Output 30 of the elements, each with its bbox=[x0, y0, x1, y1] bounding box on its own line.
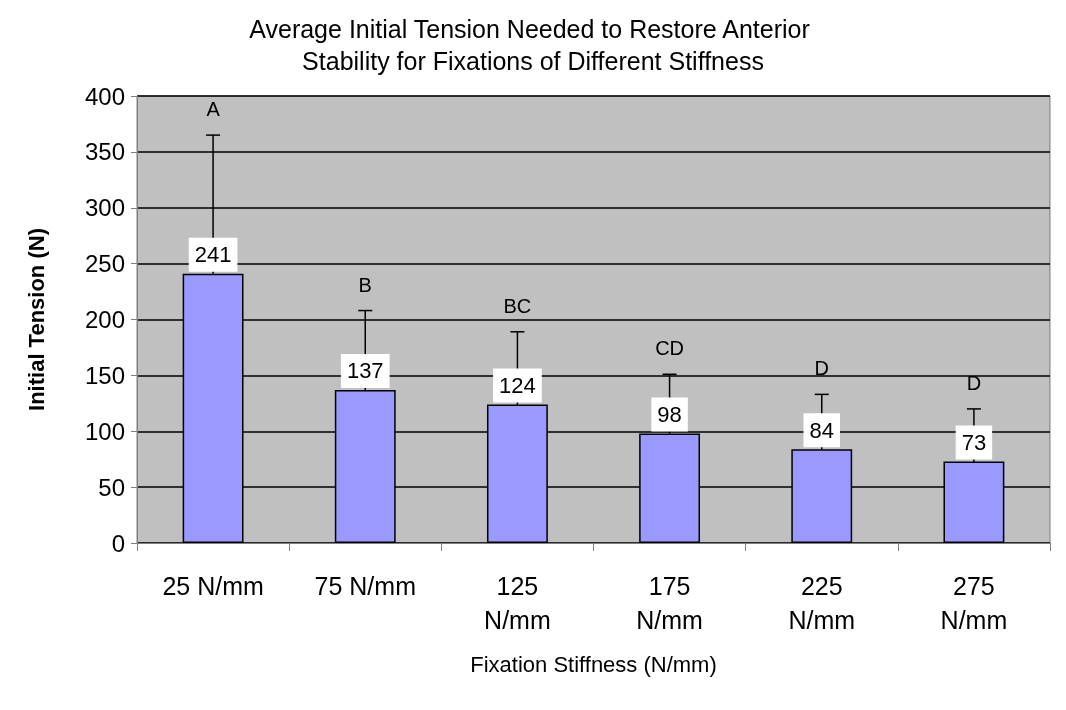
y-tick-label: 100 bbox=[84, 417, 125, 445]
annotation: D bbox=[966, 371, 982, 394]
y-tick-label: 250 bbox=[84, 250, 125, 278]
chart-title: Average Initial Tension Needed to Restore Anterior Stability for Fixations of Different Stiffness bbox=[249, 15, 817, 75]
y-tick-label: 400 bbox=[84, 82, 125, 110]
data-label: 137 bbox=[346, 358, 384, 384]
data-label: 98 bbox=[657, 401, 682, 427]
annotation: B bbox=[358, 273, 372, 296]
data-label: 73 bbox=[961, 429, 987, 455]
x-tick-label: 25 N/mm bbox=[162, 572, 264, 600]
y-tick-label: 0 bbox=[111, 529, 125, 557]
annotation: D bbox=[814, 357, 829, 380]
y-tick-label: 200 bbox=[84, 306, 125, 333]
x-tick-label: 175 N/mm bbox=[636, 572, 703, 634]
y-tick-label: 300 bbox=[84, 194, 125, 222]
data-label: 241 bbox=[194, 242, 232, 268]
annotation: BC bbox=[503, 294, 532, 317]
y-axis-title: Initial Tension (N) bbox=[23, 228, 49, 411]
annotation: A bbox=[206, 98, 221, 121]
x-tick-label: 75 N/mm bbox=[314, 572, 416, 600]
x-tick-label: 125 N/mm bbox=[484, 572, 551, 634]
y-tick-label: 50 bbox=[98, 473, 125, 501]
data-label: 84 bbox=[809, 417, 834, 443]
y-tick-label: 350 bbox=[84, 138, 125, 166]
x-axis-title: Fixation Stiffness (N/mm) bbox=[470, 651, 717, 677]
x-tick-label: 275 N/mm bbox=[940, 572, 1008, 634]
data-label: 124 bbox=[499, 372, 536, 398]
y-tick-label: 150 bbox=[84, 361, 125, 389]
x-tick-label: 225 N/mm bbox=[788, 572, 856, 634]
annotation: CD bbox=[655, 337, 685, 360]
